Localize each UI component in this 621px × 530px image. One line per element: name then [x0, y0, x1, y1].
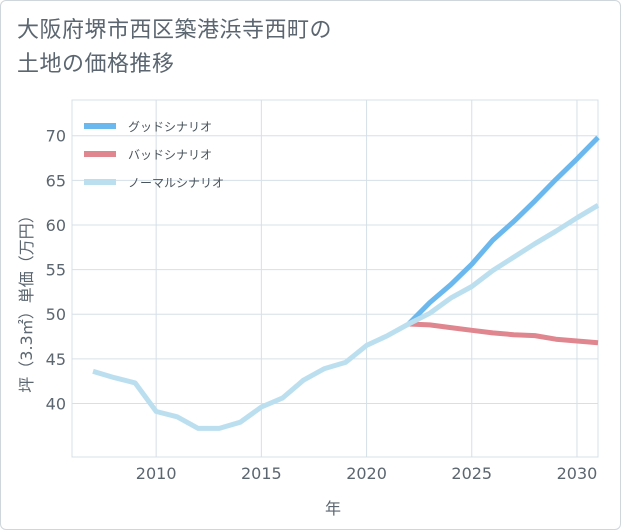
- x-axis-title: 年: [325, 499, 341, 518]
- plot-area: [72, 100, 598, 457]
- series-line-0: [406, 135, 600, 326]
- y-tick-label: 70: [46, 127, 66, 146]
- series-lines: [92, 135, 600, 431]
- legend-label: ノーマルシナリオ: [128, 176, 224, 190]
- y-tick-label: 45: [46, 350, 66, 369]
- y-tick-label: 40: [46, 394, 66, 413]
- title-line-2: 土地の価格推移: [17, 52, 175, 77]
- x-tick-label: 2030: [557, 464, 598, 483]
- plot-border: [71, 99, 599, 458]
- series-line-1: [408, 321, 599, 346]
- x-tick-labels: 2010 2015 2020 2025 2030: [136, 464, 598, 483]
- x-tick-label: 2010: [136, 464, 177, 483]
- legend-label: グッドシナリオ: [128, 120, 212, 134]
- series-line-2: [92, 203, 600, 431]
- y-tick-label: 65: [46, 171, 66, 190]
- x-tick-label: 2025: [451, 464, 492, 483]
- y-tick-label: 60: [46, 216, 66, 235]
- legend-label: バッドシナリオ: [128, 148, 212, 162]
- y-tick-label: 50: [46, 305, 66, 324]
- x-tick-label: 2020: [346, 464, 387, 483]
- x-tick-label: 2015: [241, 464, 282, 483]
- y-tick-labels: 40 45 50 55 60 65 70: [46, 127, 66, 414]
- chart-title: 大阪府堺市西区築港浜寺西町の 土地の価格推移: [17, 14, 577, 82]
- y-axis-title: 坪（3.3㎡）単価（万円）: [17, 207, 36, 392]
- y-tick-label: 55: [46, 261, 66, 280]
- title-line-1: 大阪府堺市西区築港浜寺西町の: [17, 18, 333, 43]
